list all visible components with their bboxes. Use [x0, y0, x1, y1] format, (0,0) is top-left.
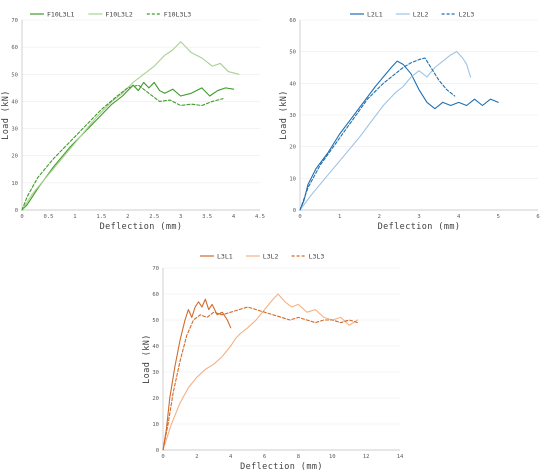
y-tick-label: 20 [152, 396, 159, 402]
x-tick-label: 2 [195, 454, 198, 460]
series-line-l3l1 [162, 298, 232, 451]
x-tick-label: 5 [497, 214, 500, 220]
x-tick-label: 2 [126, 214, 129, 220]
x-tick-label: 2 [378, 214, 381, 220]
y-tick-label: 10 [289, 176, 296, 182]
x-tick-label: 14 [397, 454, 404, 460]
x-tick-label: 10 [329, 454, 336, 460]
x-tick-label: 0.5 [43, 214, 53, 220]
series-line-f10l3l2 [21, 41, 240, 211]
x-tick-label: 1.5 [96, 214, 106, 220]
y-tick-label: 40 [11, 99, 18, 105]
y-tick-label: 20 [289, 145, 296, 151]
x-tick-label: 3 [179, 214, 182, 220]
x-tick-label: 4 [457, 214, 461, 220]
legend-label-l3l1: L3L1 [217, 252, 233, 260]
y-axis-title: Load (kN) [1, 90, 11, 140]
x-tick-label: 6 [536, 214, 539, 220]
legend-label-l3l2: L3L2 [263, 252, 279, 260]
x-tick-label: 3 [417, 214, 420, 220]
legend-label-f10l3l1: F10L3L1 [47, 10, 74, 18]
y-axis-title: Load (kN) [142, 334, 152, 384]
y-tick-label: 70 [11, 18, 18, 24]
x-tick-label: 0 [20, 214, 23, 220]
legend-label-f10l3l3: F10L3L3 [164, 10, 191, 18]
y-axis-title: Load (kN) [279, 90, 289, 140]
x-tick-label: 1 [338, 214, 341, 220]
legend-label-l3l3: L3L3 [309, 252, 325, 260]
legend-label-l2l2: L2L2 [413, 10, 429, 18]
x-axis-title: Deflection (mm) [100, 222, 183, 232]
x-axis-title: Deflection (mm) [378, 222, 461, 232]
legend-label-l2l1: L2L1 [367, 10, 383, 18]
y-tick-label: 0 [15, 208, 18, 214]
x-tick-label: 8 [297, 454, 300, 460]
x-tick-label: 1 [73, 214, 76, 220]
x-tick-label: 0 [298, 214, 301, 220]
y-tick-label: 60 [152, 292, 159, 298]
x-tick-label: 12 [363, 454, 370, 460]
legend-label-f10l3l2: F10L3L2 [105, 10, 132, 18]
chart-f10l3: 0 10 20 30 40 50 60 70 0 0.5 1 1.5 2 2.5 3 3.5 4 4.5 Defle… [1, 10, 265, 232]
y-tick-label: 50 [289, 50, 296, 56]
y-tick-label: 10 [152, 422, 159, 428]
y-tick-label: 0 [293, 208, 296, 214]
y-tick-label: 60 [289, 18, 296, 24]
x-tick-label: 3.5 [202, 214, 212, 220]
x-tick-label: 4.5 [255, 214, 265, 220]
y-tick-label: 30 [11, 127, 18, 133]
x-tick-label: 6 [263, 454, 266, 460]
y-tick-label: 70 [152, 266, 159, 272]
y-tick-label: 40 [289, 81, 296, 87]
legend-label-l2l3: L2L3 [459, 10, 475, 18]
y-tick-label: 40 [152, 344, 159, 350]
y-tick-label: 10 [11, 181, 18, 187]
series-line-l3l3 [162, 306, 359, 451]
series-line-l2l1 [299, 60, 499, 211]
y-tick-label: 50 [152, 318, 159, 324]
x-tick-label: 0 [161, 454, 164, 460]
y-tick-label: 0 [156, 448, 159, 454]
y-tick-label: 50 [11, 72, 18, 78]
series-line-f10l3l3 [21, 84, 224, 211]
x-tick-label: 4 [229, 454, 233, 460]
series-line-l3l2 [162, 293, 359, 451]
series-line-f10l3l1 [21, 81, 235, 211]
chart-l2: 0 10 20 30 40 50 60 0 1 2 3 4 5 6 Deflection (mm) Load … [279, 10, 540, 232]
y-tick-label: 30 [152, 370, 159, 376]
x-axis-title: Deflection (mm) [240, 462, 323, 472]
series-line-l2l3 [299, 57, 456, 211]
series-line-l2l2 [299, 51, 472, 211]
y-tick-label: 20 [11, 154, 18, 160]
y-tick-label: 30 [289, 113, 296, 119]
x-tick-label: 4 [232, 214, 236, 220]
y-tick-label: 60 [11, 45, 18, 51]
chart-l3: 0 10 20 30 40 50 60 70 0 2 4 6 8 10 12 14 Deflection (mm… [142, 252, 404, 472]
x-tick-label: 2.5 [149, 214, 159, 220]
